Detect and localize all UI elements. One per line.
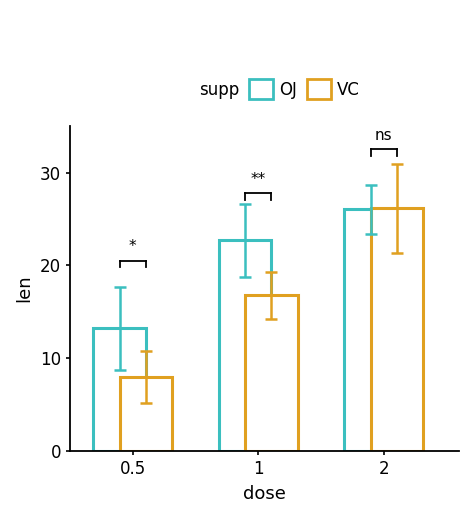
Bar (371, 208, 423, 451)
Text: ns: ns (375, 128, 392, 143)
Legend: supp, OJ, VC: supp, OJ, VC (169, 79, 360, 98)
Y-axis label: len: len (15, 275, 33, 303)
Bar (344, 209, 397, 451)
Text: **: ** (251, 171, 266, 186)
Bar (245, 295, 298, 451)
X-axis label: dose: dose (243, 485, 286, 503)
Bar (119, 377, 173, 451)
Bar (93, 328, 146, 451)
Bar (219, 240, 272, 451)
Text: *: * (129, 239, 137, 254)
